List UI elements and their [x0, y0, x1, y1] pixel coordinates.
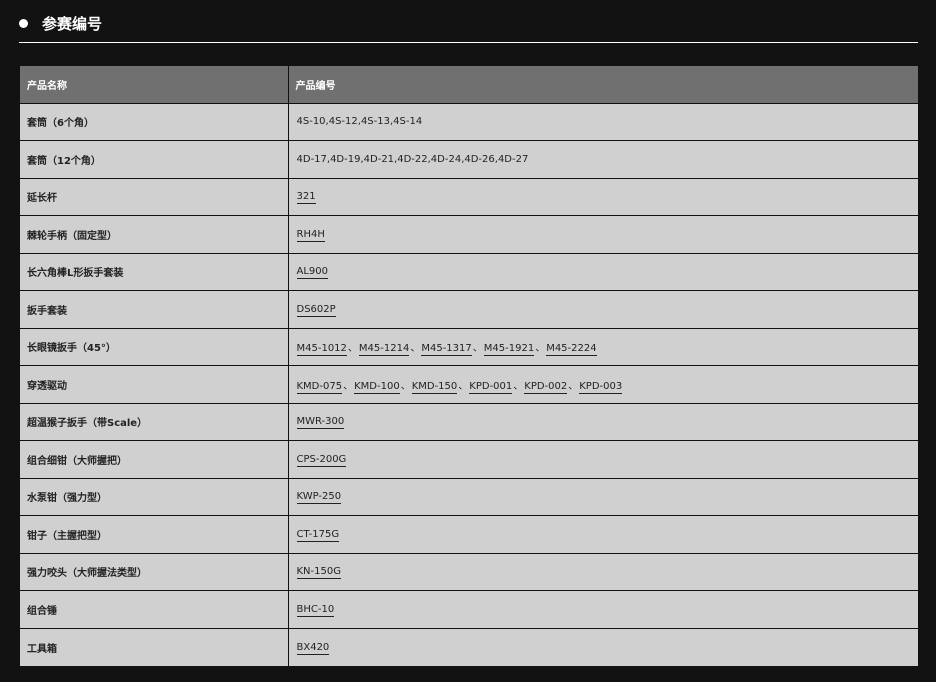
product-code-link[interactable]: BX420 [296, 641, 330, 655]
table-row: 套筒（6个角） 4S-10,4S-12,4S-13,4S-14 [20, 102, 918, 141]
table-row: 穿透驱动 KMD-075、KMD-100、KMD-150、KPD-001、KPD-… [20, 365, 918, 403]
table-row: 组合细钳（大师握把） CPS-200G [20, 440, 918, 478]
product-code-link[interactable]: KPD-002 [524, 380, 568, 394]
product-code-link[interactable]: M45-1317 [421, 343, 472, 357]
separator: 、 [343, 380, 354, 392]
table-row: 长眼镜扳手（45°） M45-1012、M45-1214、M45-1317、M45… [20, 327, 918, 366]
product-code-cell: KN-150G [288, 552, 918, 591]
product-name: 强力咬头（大师握法类型） [20, 552, 289, 591]
separator: 、 [458, 380, 469, 392]
product-code-link[interactable]: CT-175G [296, 528, 340, 542]
product-code-link[interactable]: M45-2224 [546, 343, 597, 357]
product-code-cell: CPS-200G [288, 440, 918, 478]
product-code-link[interactable]: M45-1921 [483, 343, 535, 357]
product-code-cell: BHC-10 [288, 590, 918, 628]
product-name: 穿透驱动 [20, 365, 289, 403]
product-code-text: 4D-17,4D-19,4D-21,4D-22,4D-24,4D-26,4D-2… [296, 153, 529, 165]
product-name: 扳手套装 [20, 290, 289, 328]
divider [19, 42, 918, 43]
product-code-link[interactable]: M45-1214 [358, 343, 410, 357]
product-code-link[interactable]: BHC-10 [296, 603, 335, 617]
section-header: 参赛编号 [19, 10, 102, 36]
product-code-link[interactable]: KPD-001 [469, 380, 513, 394]
separator: 、 [472, 343, 483, 355]
table-row: 棘轮手柄（固定型） RH4H [20, 215, 918, 253]
product-code-text: 4S-10,4S-12,4S-13,4S-14 [296, 116, 423, 128]
table-row: 长六角棒L形扳手套装 AL900 [20, 252, 918, 291]
table-row: 延长杆 321 [20, 177, 918, 216]
product-name: 延长杆 [20, 177, 289, 216]
product-code-cell: AL900 [288, 252, 918, 291]
product-number-table: 产品名称 产品编号 套筒（6个角） 4S-10,4S-12,4S-13,4S-14… [20, 66, 918, 666]
column-header-name: 产品名称 [20, 66, 289, 103]
product-code-link[interactable]: KWP-250 [296, 491, 342, 505]
table-row: 扳手套装 DS602P [20, 290, 918, 328]
product-code-link[interactable]: DS602P [296, 303, 336, 317]
product-name: 棘轮手柄（固定型） [20, 215, 289, 253]
product-code-cell: DS602P [288, 290, 918, 328]
product-code-link[interactable]: KPD-003 [579, 380, 623, 394]
product-name: 套筒（6个角） [20, 102, 289, 141]
table-row: 套筒（12个角） 4D-17,4D-19,4D-21,4D-22,4D-24,4D… [20, 140, 918, 178]
product-code-cell: KMD-075、KMD-100、KMD-150、KPD-001、KPD-002、… [288, 365, 918, 403]
product-code-link[interactable]: KN-150G [296, 566, 341, 580]
table-row: 强力咬头（大师握法类型） KN-150G [20, 552, 918, 591]
product-code-cell: BX420 [288, 627, 918, 666]
table-row: 水泵钳（强力型） KWP-250 [20, 477, 918, 516]
table-header-row: 产品名称 产品编号 [20, 66, 918, 103]
separator: 、 [535, 343, 546, 355]
separator: 、 [568, 380, 579, 392]
product-code-link[interactable]: KMD-100 [354, 380, 400, 394]
product-code-link[interactable]: KMD-150 [411, 380, 458, 394]
table-row: 组合锤 BHC-10 [20, 590, 918, 628]
product-code-link[interactable]: KMD-075 [296, 380, 343, 394]
table-row: 工具箱 BX420 [20, 627, 918, 666]
product-code-cell: MWR-300 [288, 402, 918, 441]
product-code-cell: 321 [288, 177, 918, 216]
product-name: 水泵钳（强力型） [20, 477, 289, 516]
product-name: 组合细钳（大师握把） [20, 440, 289, 478]
product-code-cell: M45-1012、M45-1214、M45-1317、M45-1921、M45-… [288, 327, 918, 366]
product-code-cell: KWP-250 [288, 477, 918, 516]
product-code-link[interactable]: 321 [296, 191, 316, 205]
product-name: 套筒（12个角） [20, 140, 289, 178]
table-row: 钳子（主握把型） CT-175G [20, 515, 918, 553]
table-row: 超温猴子扳手（带Scale） MWR-300 [20, 402, 918, 441]
column-header-code: 产品编号 [288, 66, 918, 103]
product-code-link[interactable]: CPS-200G [296, 453, 347, 467]
separator: 、 [410, 343, 421, 355]
product-code-link[interactable]: AL900 [296, 266, 328, 280]
product-name: 超温猴子扳手（带Scale） [20, 402, 289, 441]
product-code-link[interactable]: RH4H [296, 228, 325, 242]
separator: 、 [347, 343, 358, 355]
product-code-link[interactable]: MWR-300 [296, 416, 345, 430]
product-name: 钳子（主握把型） [20, 515, 289, 553]
product-name: 工具箱 [20, 627, 289, 666]
product-code-link[interactable]: M45-1012 [296, 343, 347, 357]
product-code-cell: CT-175G [288, 515, 918, 553]
section-title: 参赛编号 [42, 14, 103, 33]
product-name: 长六角棒L形扳手套装 [20, 252, 289, 291]
bullet-icon [19, 18, 28, 28]
product-code-cell: 4D-17,4D-19,4D-21,4D-22,4D-24,4D-26,4D-2… [288, 140, 918, 178]
separator: 、 [513, 380, 524, 392]
separator: 、 [400, 380, 411, 392]
product-code-cell: 4S-10,4S-12,4S-13,4S-14 [288, 102, 918, 141]
product-name: 长眼镜扳手（45°） [20, 327, 289, 366]
product-code-cell: RH4H [288, 215, 918, 253]
product-name: 组合锤 [20, 590, 289, 628]
